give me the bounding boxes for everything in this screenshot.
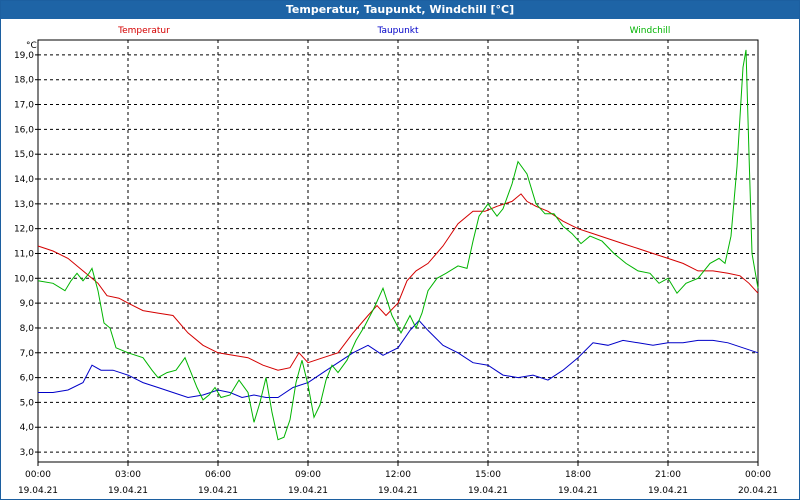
y-tick-label: 10,0 (14, 274, 34, 284)
y-tick-labels: 3,0 4,0 5,0 6,0 7,0 8,0 9,0 10,0 11,0 12,0 13,0 14,… (14, 51, 34, 458)
y-tick-label: 12,0 (14, 225, 34, 235)
y-tick-label: 4,0 (20, 423, 35, 433)
legend-windchill: Windchill (630, 26, 671, 36)
x-tick-time: 12:00 (385, 470, 411, 480)
legend: Temperatur Taupunkt Windchill (117, 26, 670, 36)
y-tick-label: 17,0 (14, 101, 34, 111)
x-tick-date: 19.04.21 (108, 486, 148, 496)
x-tick-time: 15:00 (475, 470, 501, 480)
y-axis-unit: °C (26, 41, 37, 51)
x-tick-time: 06:00 (205, 470, 231, 480)
y-tick-label: 3,0 (20, 448, 35, 458)
series-lines (37, 49, 759, 441)
window-title: Temperatur, Taupunkt, Windchill [°C] (1, 1, 799, 19)
x-tick-date: 19.04.21 (558, 486, 598, 496)
x-tick-labels: 00:00 19.04.21 03:00 19.04.21 06:00 19.04.21 0… (18, 470, 778, 496)
series-line-windchill (37, 49, 759, 441)
y-tick-label: 14,0 (14, 175, 34, 185)
x-tick-date: 19.04.21 (378, 486, 418, 496)
axes (35, 39, 759, 466)
x-tick-date: 19.04.21 (468, 486, 508, 496)
y-tick-label: 18,0 (14, 76, 34, 86)
y-tick-label: 7,0 (20, 349, 35, 359)
y-tick-label: 6,0 (20, 374, 35, 384)
series-line-temperatur (37, 193, 759, 371)
x-tick-date: 19.04.21 (648, 486, 688, 496)
x-tick-time: 03:00 (115, 470, 141, 480)
x-tick-time: 18:00 (565, 470, 591, 480)
x-tick-time: 00:00 (25, 470, 51, 480)
x-tick-time: 21:00 (655, 470, 681, 480)
legend-taupunkt: Taupunkt (376, 26, 419, 36)
x-tick-date: 19.04.21 (18, 486, 58, 496)
x-tick-date: 19.04.21 (198, 486, 238, 496)
x-tick-time: 09:00 (295, 470, 321, 480)
legend-temperatur: Temperatur (117, 26, 170, 36)
y-tick-label: 16,0 (14, 125, 34, 135)
x-tick-time: 00:00 (745, 470, 771, 480)
y-tick-label: 19,0 (14, 51, 34, 61)
y-tick-label: 8,0 (20, 324, 35, 334)
series-line-taupunkt (38, 319, 759, 399)
y-tick-label: 13,0 (14, 200, 34, 210)
y-tick-label: 5,0 (20, 398, 35, 408)
x-tick-date: 20.04.21 (738, 486, 778, 496)
grid-lines (38, 40, 758, 462)
y-tick-label: 15,0 (14, 150, 34, 160)
plot-frame (37, 39, 759, 463)
y-tick-label: 9,0 (20, 299, 35, 309)
x-tick-date: 19.04.21 (288, 486, 328, 496)
y-tick-label: 11,0 (14, 249, 34, 259)
